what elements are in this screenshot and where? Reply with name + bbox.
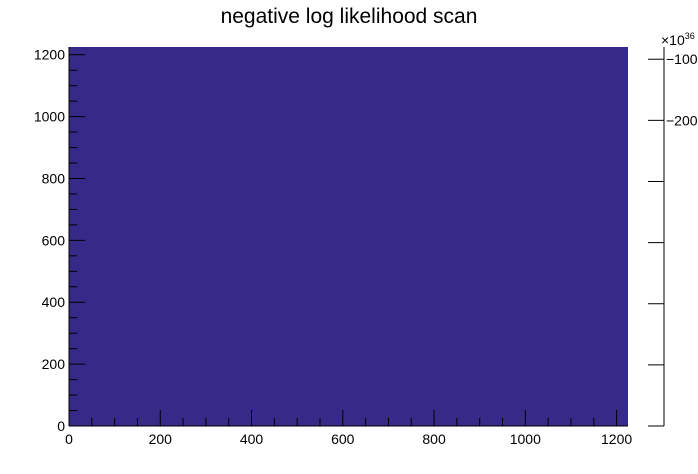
y-axis: 0 200 400 600 800 1000 1200 [34, 47, 85, 434]
x-tick-label: 800 [422, 431, 446, 447]
x-tick-label: 1000 [510, 431, 541, 447]
x-tick-label: 1200 [601, 431, 632, 447]
y-tick-label: 1000 [34, 109, 65, 125]
y-tick-label: 800 [42, 170, 66, 186]
x-axis: 0 200 400 600 800 1000 1200 [65, 410, 632, 447]
y-tick-label: 600 [42, 232, 66, 248]
colorbar-axis: −100 −200 [648, 47, 698, 427]
x-tick-label: 600 [331, 431, 355, 447]
colorbar-multiplier: ×1036 [661, 31, 695, 48]
x-tick-label: 400 [240, 431, 264, 447]
y-tick-label: 1200 [34, 47, 65, 63]
y-tick-label: 400 [42, 294, 66, 310]
x-tick-label: 200 [149, 431, 173, 447]
heatmap-fill [69, 47, 628, 426]
y-tick-label: 0 [57, 418, 65, 434]
chart-title: negative log likelihood scan [221, 5, 478, 28]
colorbar-tick-label: −100 [666, 51, 698, 67]
colorbar-tick-label: −200 [666, 112, 698, 128]
x-tick-label: 0 [65, 431, 73, 447]
y-tick-label: 200 [42, 356, 66, 372]
